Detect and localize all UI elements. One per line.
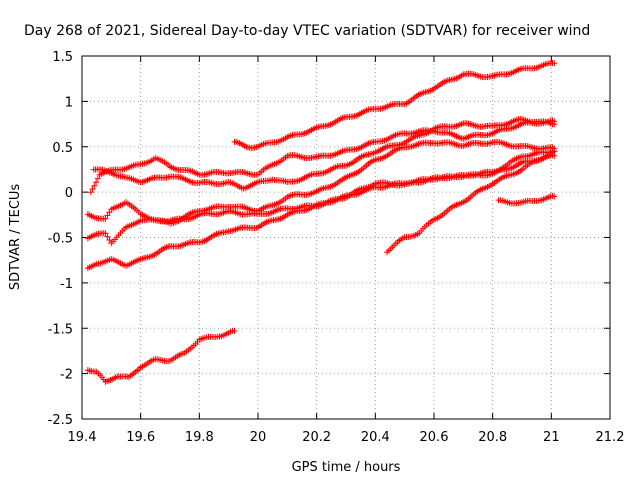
data-point xyxy=(104,233,111,240)
y-tick-label: -2.5 xyxy=(48,413,73,428)
y-tick-label: 0.5 xyxy=(52,141,73,156)
series-s7 xyxy=(384,148,558,256)
x-tick-label: 20.2 xyxy=(302,430,331,445)
series-s3 xyxy=(90,115,558,192)
data-point xyxy=(551,193,558,200)
y-axis-label: SDTVAR / TECUs xyxy=(8,184,23,291)
data-point xyxy=(551,148,558,155)
y-tick-label: -2 xyxy=(60,368,73,383)
series-s8 xyxy=(495,192,558,207)
x-tick-label: 20.4 xyxy=(361,430,390,445)
data-point xyxy=(91,182,98,189)
y-tick-label: 1 xyxy=(65,95,73,110)
x-tick-label: 20 xyxy=(250,430,267,445)
series-s9 xyxy=(84,327,238,385)
x-tick-label: 19.8 xyxy=(185,430,214,445)
data-point xyxy=(89,186,96,193)
series-s2 xyxy=(87,117,558,196)
data-point xyxy=(93,179,100,186)
data-point xyxy=(102,215,109,222)
series-s4 xyxy=(84,138,558,227)
plot-frame xyxy=(81,55,611,420)
y-tick-label: 0 xyxy=(65,186,73,201)
chart-title: Day 268 of 2021, Sidereal Day-to-day VTE… xyxy=(24,23,590,39)
series-s5 xyxy=(84,148,558,247)
data-point xyxy=(87,189,94,196)
data-point xyxy=(94,175,101,182)
data-points xyxy=(84,59,558,385)
data-point xyxy=(551,121,558,128)
x-axis-label: GPS time / hours xyxy=(292,460,401,475)
x-tick-label: 19.4 xyxy=(68,430,97,445)
series-s1 xyxy=(231,59,558,151)
y-tick-label: -1.5 xyxy=(48,322,73,337)
x-tick-label: 20.8 xyxy=(478,430,507,445)
x-tick-label: 19.6 xyxy=(126,430,155,445)
series-s6 xyxy=(84,152,558,272)
data-point xyxy=(106,237,113,243)
y-tick-label: -1 xyxy=(60,277,73,292)
data-point xyxy=(231,327,238,334)
data-point xyxy=(551,60,558,67)
y-tick-label: -0.5 xyxy=(48,232,73,247)
y-tick-label: 1.5 xyxy=(52,50,73,65)
data-point xyxy=(104,212,111,219)
x-tick-label: 20.6 xyxy=(420,430,449,445)
axis-ticks: 19.4 19.6 19.8 20 20.2 20.4 20.6 20.8 21 21.2 1.5 1… xyxy=(48,50,625,445)
data-point xyxy=(102,230,109,237)
x-tick-label: 21.2 xyxy=(596,430,625,445)
grid xyxy=(82,56,610,419)
x-tick-label: 21 xyxy=(543,430,560,445)
